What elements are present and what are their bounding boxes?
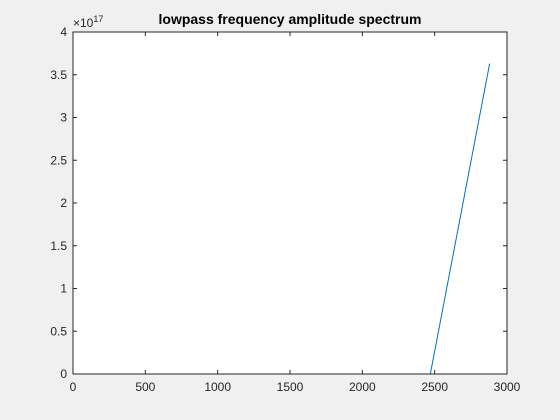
plot-area: [73, 32, 507, 374]
y-tick-label: 0.5: [50, 324, 67, 338]
x-tick-label: 3000: [494, 380, 521, 394]
y-exponent-power: 17: [93, 14, 103, 24]
y-exponent-label: ×1017: [73, 14, 103, 30]
y-tick-label: 3.5: [50, 68, 67, 82]
y-tick-label: 4: [60, 25, 67, 39]
x-tick-label: 500: [135, 380, 155, 394]
y-tick-label: 3: [60, 111, 67, 125]
x-tick-label: 1500: [277, 380, 304, 394]
x-tick-label: 1000: [204, 380, 231, 394]
axes-box: [72, 31, 508, 375]
y-tick-label: 0: [60, 367, 67, 381]
y-tick-label: 1: [60, 282, 67, 296]
y-exponent-prefix: ×10: [73, 16, 94, 30]
chart-title: lowpass frequency amplitude spectrum: [159, 11, 422, 27]
x-tick-label: 0: [70, 380, 77, 394]
y-tick-label: 2.5: [50, 153, 67, 167]
x-axis: 0 500 1000 1500 2000 2500 3000: [70, 32, 521, 394]
x-tick-label: 2000: [349, 380, 376, 394]
y-axis: 0 0.5 1 1.5 2 2.5 3 3.5 4: [50, 25, 507, 381]
x-tick-label: 2500: [421, 380, 448, 394]
y-tick-label: 1.5: [50, 239, 67, 253]
y-tick-label: 2: [60, 196, 67, 210]
